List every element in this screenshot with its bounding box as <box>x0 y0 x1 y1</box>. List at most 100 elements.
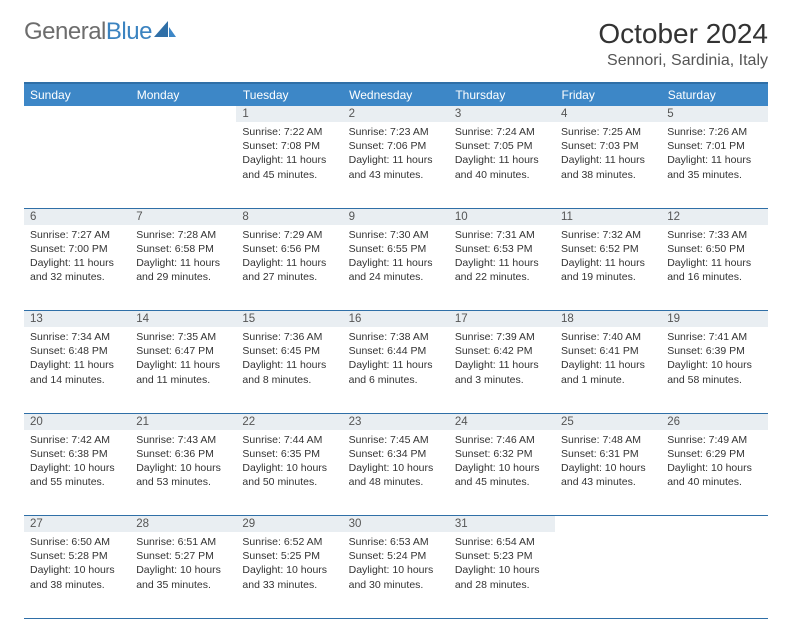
logo: GeneralBlue <box>24 18 176 46</box>
sunrise-text: Sunrise: 7:40 AM <box>561 330 655 344</box>
day-detail-cell: Sunrise: 7:46 AMSunset: 6:32 PMDaylight:… <box>449 430 555 516</box>
day-number-cell: 9 <box>343 208 449 225</box>
day-detail-cell: Sunrise: 7:23 AMSunset: 7:06 PMDaylight:… <box>343 122 449 208</box>
sunset-text: Sunset: 6:47 PM <box>136 344 230 358</box>
day-detail-cell: Sunrise: 7:34 AMSunset: 6:48 PMDaylight:… <box>24 327 130 413</box>
day-number-cell <box>661 516 767 533</box>
sunrise-text: Sunrise: 7:45 AM <box>349 433 443 447</box>
sunset-text: Sunset: 6:34 PM <box>349 447 443 461</box>
day-number-cell: 15 <box>236 311 342 328</box>
sunrise-text: Sunrise: 6:51 AM <box>136 535 230 549</box>
day-detail-cell: Sunrise: 7:45 AMSunset: 6:34 PMDaylight:… <box>343 430 449 516</box>
day-number-cell <box>130 106 236 122</box>
sunrise-text: Sunrise: 7:31 AM <box>455 228 549 242</box>
weekday-header-row: Sunday Monday Tuesday Wednesday Thursday… <box>24 83 768 106</box>
sunrise-text: Sunrise: 7:33 AM <box>667 228 761 242</box>
sunset-text: Sunset: 6:44 PM <box>349 344 443 358</box>
day-detail-cell: Sunrise: 7:29 AMSunset: 6:56 PMDaylight:… <box>236 225 342 311</box>
logo-text-general: General <box>24 18 106 46</box>
sunrise-text: Sunrise: 7:43 AM <box>136 433 230 447</box>
daylight-text: Daylight: 11 hours and 14 minutes. <box>30 358 124 386</box>
daylight-text: Daylight: 10 hours and 45 minutes. <box>455 461 549 489</box>
daylight-text: Daylight: 10 hours and 30 minutes. <box>349 563 443 591</box>
daylight-text: Daylight: 10 hours and 53 minutes. <box>136 461 230 489</box>
sunset-text: Sunset: 6:35 PM <box>242 447 336 461</box>
day-number-cell <box>555 516 661 533</box>
calendar-table: Sunday Monday Tuesday Wednesday Thursday… <box>24 82 768 619</box>
day-number-cell: 17 <box>449 311 555 328</box>
sunrise-text: Sunrise: 7:35 AM <box>136 330 230 344</box>
sunrise-text: Sunrise: 7:27 AM <box>30 228 124 242</box>
sunset-text: Sunset: 7:01 PM <box>667 139 761 153</box>
sunrise-text: Sunrise: 7:34 AM <box>30 330 124 344</box>
daylight-text: Daylight: 10 hours and 33 minutes. <box>242 563 336 591</box>
day-number-row: 6789101112 <box>24 208 768 225</box>
day-detail-cell: Sunrise: 7:33 AMSunset: 6:50 PMDaylight:… <box>661 225 767 311</box>
sunset-text: Sunset: 5:23 PM <box>455 549 549 563</box>
day-detail-cell: Sunrise: 6:50 AMSunset: 5:28 PMDaylight:… <box>24 532 130 618</box>
day-detail-cell: Sunrise: 7:44 AMSunset: 6:35 PMDaylight:… <box>236 430 342 516</box>
day-number-cell: 3 <box>449 106 555 122</box>
sunrise-text: Sunrise: 7:48 AM <box>561 433 655 447</box>
day-number-cell: 2 <box>343 106 449 122</box>
sunset-text: Sunset: 6:31 PM <box>561 447 655 461</box>
sunset-text: Sunset: 6:56 PM <box>242 242 336 256</box>
sunrise-text: Sunrise: 7:22 AM <box>242 125 336 139</box>
day-detail-cell: Sunrise: 7:25 AMSunset: 7:03 PMDaylight:… <box>555 122 661 208</box>
day-detail-cell: Sunrise: 7:42 AMSunset: 6:38 PMDaylight:… <box>24 430 130 516</box>
day-number-row: 13141516171819 <box>24 311 768 328</box>
day-detail-cell: Sunrise: 7:40 AMSunset: 6:41 PMDaylight:… <box>555 327 661 413</box>
sunrise-text: Sunrise: 7:36 AM <box>242 330 336 344</box>
sunset-text: Sunset: 6:29 PM <box>667 447 761 461</box>
day-detail-cell: Sunrise: 7:32 AMSunset: 6:52 PMDaylight:… <box>555 225 661 311</box>
day-number-row: 2728293031 <box>24 516 768 533</box>
sunrise-text: Sunrise: 7:42 AM <box>30 433 124 447</box>
day-number-cell: 5 <box>661 106 767 122</box>
sunset-text: Sunset: 7:08 PM <box>242 139 336 153</box>
day-number-cell: 24 <box>449 413 555 430</box>
day-number-cell: 6 <box>24 208 130 225</box>
day-detail-cell: Sunrise: 7:38 AMSunset: 6:44 PMDaylight:… <box>343 327 449 413</box>
sunrise-text: Sunrise: 6:54 AM <box>455 535 549 549</box>
day-number-row: 20212223242526 <box>24 413 768 430</box>
day-detail-cell: Sunrise: 7:30 AMSunset: 6:55 PMDaylight:… <box>343 225 449 311</box>
day-number-cell: 27 <box>24 516 130 533</box>
sunset-text: Sunset: 6:36 PM <box>136 447 230 461</box>
weekday-header: Monday <box>130 83 236 106</box>
day-number-cell: 11 <box>555 208 661 225</box>
sunrise-text: Sunrise: 7:38 AM <box>349 330 443 344</box>
day-number-cell: 22 <box>236 413 342 430</box>
day-detail-cell <box>24 122 130 208</box>
day-number-cell: 19 <box>661 311 767 328</box>
daylight-text: Daylight: 10 hours and 58 minutes. <box>667 358 761 386</box>
daylight-text: Daylight: 10 hours and 50 minutes. <box>242 461 336 489</box>
sunrise-text: Sunrise: 7:39 AM <box>455 330 549 344</box>
sunset-text: Sunset: 6:53 PM <box>455 242 549 256</box>
day-number-cell: 4 <box>555 106 661 122</box>
sunset-text: Sunset: 5:25 PM <box>242 549 336 563</box>
day-detail-row: Sunrise: 6:50 AMSunset: 5:28 PMDaylight:… <box>24 532 768 618</box>
sunrise-text: Sunrise: 7:30 AM <box>349 228 443 242</box>
day-detail-row: Sunrise: 7:42 AMSunset: 6:38 PM Daylight:… <box>24 430 768 516</box>
title-block: October 2024 Sennori, Sardinia, Italy <box>598 18 768 70</box>
sunrise-text: Sunrise: 6:52 AM <box>242 535 336 549</box>
sunset-text: Sunset: 6:32 PM <box>455 447 549 461</box>
daylight-text: Daylight: 11 hours and 6 minutes. <box>349 358 443 386</box>
weekday-header: Sunday <box>24 83 130 106</box>
day-detail-cell: Sunrise: 7:39 AMSunset: 6:42 PMDaylight:… <box>449 327 555 413</box>
sunset-text: Sunset: 6:41 PM <box>561 344 655 358</box>
weekday-header: Wednesday <box>343 83 449 106</box>
daylight-text: Daylight: 11 hours and 22 minutes. <box>455 256 549 284</box>
day-number-cell: 28 <box>130 516 236 533</box>
daylight-text: Daylight: 11 hours and 19 minutes. <box>561 256 655 284</box>
daylight-text: Daylight: 11 hours and 11 minutes. <box>136 358 230 386</box>
logo-text-blue: Blue <box>106 18 152 46</box>
sunrise-text: Sunrise: 7:44 AM <box>242 433 336 447</box>
day-detail-row: Sunrise: 7:34 AMSunset: 6:48 PMDaylight:… <box>24 327 768 413</box>
day-number-cell: 13 <box>24 311 130 328</box>
sunset-text: Sunset: 6:38 PM <box>30 447 124 461</box>
daylight-text: Daylight: 10 hours and 43 minutes. <box>561 461 655 489</box>
header: GeneralBlue October 2024 Sennori, Sardin… <box>24 18 768 70</box>
sunrise-text: Sunrise: 7:32 AM <box>561 228 655 242</box>
sunset-text: Sunset: 6:50 PM <box>667 242 761 256</box>
